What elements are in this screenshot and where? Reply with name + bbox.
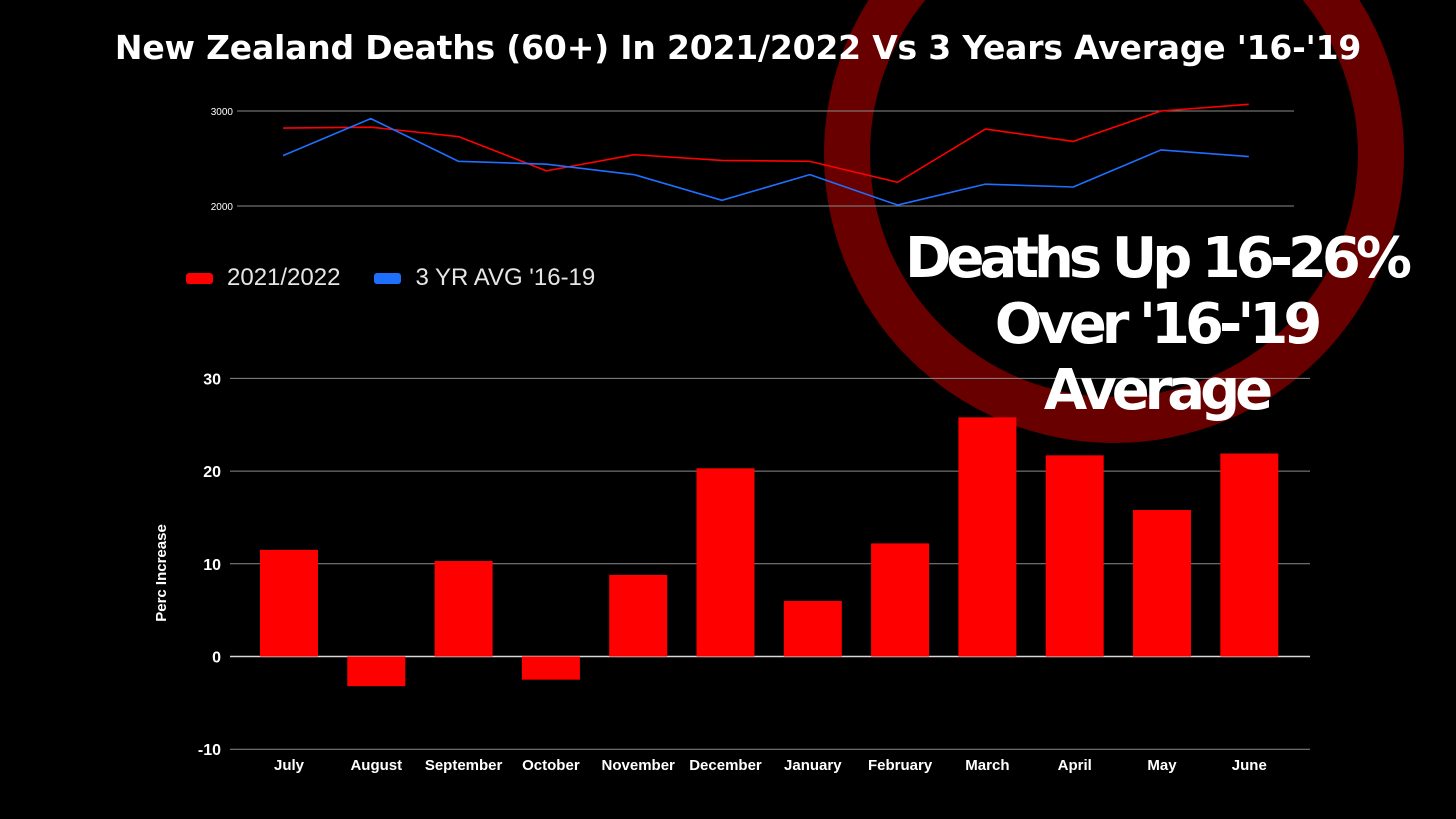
series-line-2021 <box>282 103 1249 184</box>
x-tick-label: June <box>1232 757 1267 774</box>
x-tick-label: March <box>965 757 1009 774</box>
series-line-avg <box>282 117 1249 206</box>
legend-swatch-avg <box>374 272 402 284</box>
bar-october <box>521 656 580 680</box>
page-title: New Zealand Deaths (60+) In 2021/2022 Vs… <box>114 28 1362 67</box>
x-tick-label: September <box>425 757 503 774</box>
bar-y-tick-label: -10 <box>198 742 221 759</box>
legend-label-avg: 3 YR AVG '16-19 <box>415 264 596 291</box>
x-tick-label: April <box>1058 757 1092 774</box>
bar-y-tick-label: 10 <box>203 557 221 574</box>
bar-june <box>1220 453 1279 657</box>
legend-item-avg: 3 YR AVG '16-19 <box>374 264 595 292</box>
legend-swatch-2021 <box>186 272 213 284</box>
callout-line-3: Average <box>1043 358 1273 423</box>
bar-september <box>434 561 493 657</box>
bar-november <box>609 574 668 657</box>
x-tick-label: May <box>1147 757 1177 774</box>
x-tick-label: January <box>784 757 842 774</box>
bar-january <box>783 600 842 657</box>
bar-july <box>260 549 318 657</box>
bar-february <box>871 543 930 657</box>
line-y-tick-label: 3000 <box>211 107 234 118</box>
callout-line-1: Deaths Up 16-26% <box>905 226 1412 291</box>
bar-april <box>1045 455 1104 657</box>
callout-text: Deaths Up 16-26% Over '16-'19 Average <box>880 226 1432 424</box>
legend-label-2021: 2021/2022 <box>227 264 341 291</box>
x-tick-label: February <box>868 757 933 774</box>
line-y-tick-label: 2000 <box>211 202 234 213</box>
bar-may <box>1133 510 1191 657</box>
x-tick-label: November <box>602 757 676 774</box>
bar-march <box>958 417 1017 657</box>
bar-august <box>347 656 406 687</box>
line-chart: 3000 2000 <box>211 103 1294 213</box>
y-axis-label: Perc Increase <box>153 524 170 622</box>
x-tick-label: August <box>350 757 402 774</box>
legend: 2021/2022 3 YR AVG '16-19 <box>186 264 629 292</box>
bar-december <box>696 468 755 657</box>
x-tick-label: December <box>689 757 762 774</box>
x-tick-label: July <box>274 757 305 774</box>
bar-y-tick-label: 0 <box>212 650 221 667</box>
legend-item-2021: 2021/2022 <box>186 264 340 292</box>
bar-y-tick-label: 30 <box>203 371 221 388</box>
bar-y-tick-label: 20 <box>203 464 221 481</box>
callout-line-2: Over '16-'19 <box>994 292 1323 357</box>
x-tick-label: October <box>522 757 580 774</box>
